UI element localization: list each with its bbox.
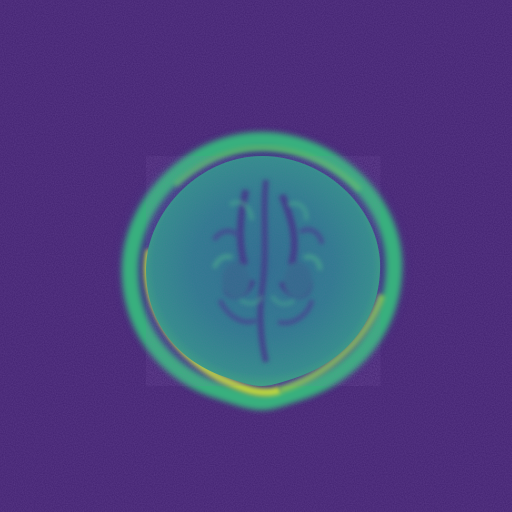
- skull-rim-highlight-top: [172, 144, 363, 193]
- skull-rim-highlight-right: [278, 293, 386, 394]
- brain-texture: [146, 156, 381, 386]
- skull-rim: [121, 131, 403, 411]
